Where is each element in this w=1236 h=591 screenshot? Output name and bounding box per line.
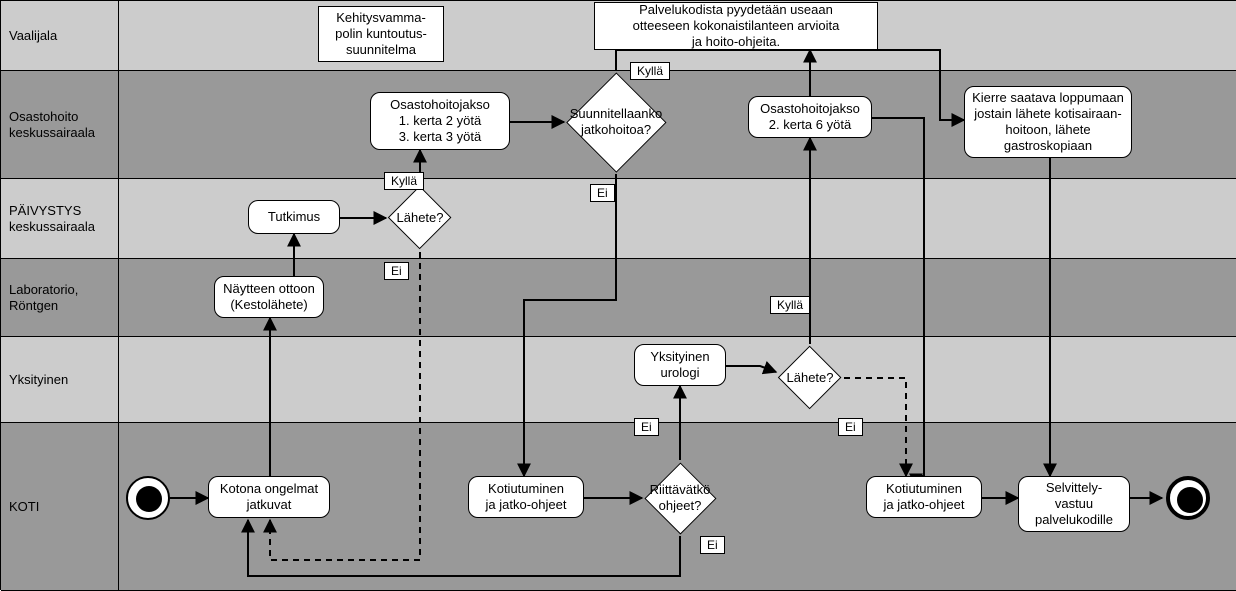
lane-yksityinen: Yksityinen [1, 337, 1236, 423]
note-note1: Kehitysvamma-polin kuntoutus-suunnitelma [318, 6, 444, 62]
gateway-g_lahete2: Lähete? [787, 355, 832, 400]
note-note2: Palvelukodista pyydetään useaanotteeseen… [594, 2, 878, 50]
task-naytteen: Näytteen ottoon(Kestolähete) [214, 276, 324, 318]
edge-label-g_lahete1_no: Ei [384, 262, 409, 280]
lane-label: Vaalijala [1, 1, 119, 70]
task-kotiut1: Kotiutuminenja jatko-ohjeet [468, 476, 584, 518]
task-kierre: Kierre saatava loppumaanjostain lähete k… [964, 86, 1132, 158]
edge-label-g_suunn_yes: Kyllä [630, 62, 670, 80]
start-event [126, 476, 170, 520]
lane-label: Yksityinen [1, 337, 119, 422]
task-osasto1: Osastohoitojakso1. kerta 2 yötä3. kerta … [370, 92, 510, 150]
end-event-fill [1177, 487, 1203, 513]
end-event [1166, 476, 1210, 520]
lane-label: Osastohoitokeskussairaala [1, 71, 119, 178]
task-urologi: Yksityinenurologi [634, 344, 726, 386]
gateway-g_suunn: Suunnitellaankojatkohoitoa? [581, 87, 652, 158]
edge-label-g_riitta_no1: Ei [634, 418, 659, 436]
gateway-label: Lähete? [778, 346, 842, 410]
task-kotiut2: Kotiutuminenja jatko-ohjeet [866, 476, 982, 518]
gateway-g_riitta: Riittävätköohjeet? [655, 473, 706, 524]
lane-label: KOTI [1, 423, 119, 590]
task-osasto2: Osastohoitojakso2. kerta 6 yötä [748, 96, 872, 138]
edge-label-g_riitta_no2: Ei [700, 536, 725, 554]
lane-label: Laboratorio,Röntgen [1, 259, 119, 336]
swimlane-diagram: VaalijalaOsastohoitokeskussairaalaPÄIVYS… [0, 0, 1236, 590]
task-selvittely: Selvittely-vastuupalvelukodille [1018, 476, 1130, 532]
edge-label-g_suunn_no: Ei [590, 184, 615, 202]
gateway-label: Riittävätköohjeet? [644, 462, 716, 534]
gateway-g_lahete1: Lähete? [397, 195, 442, 240]
gateway-label: Lähete? [388, 186, 452, 250]
gateway-label: Suunnitellaankojatkohoitoa? [566, 72, 666, 172]
edge-label-g_lahete2_no: Ei [838, 418, 863, 436]
lane-lab: Laboratorio,Röntgen [1, 259, 1236, 337]
task-tutkimus: Tutkimus [248, 200, 340, 234]
edge-label-g_lahete2_yes: Kyllä [770, 296, 810, 314]
lane-paivystys: PÄIVYSTYSkeskussairaala [1, 179, 1236, 259]
task-kotona: Kotona ongelmatjatkuvat [208, 476, 330, 518]
start-event-fill [136, 486, 162, 512]
edge-label-g_lahete1_yes: Kyllä [384, 172, 424, 190]
lane-label: PÄIVYSTYSkeskussairaala [1, 179, 119, 258]
